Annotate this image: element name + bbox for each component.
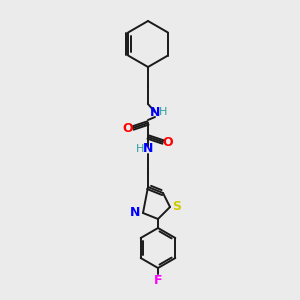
Text: F: F — [154, 274, 162, 287]
Text: N: N — [130, 206, 140, 220]
Text: O: O — [123, 122, 133, 134]
Text: N: N — [150, 106, 160, 118]
Text: H: H — [159, 107, 167, 117]
Text: H: H — [136, 144, 144, 154]
Text: S: S — [172, 200, 182, 214]
Text: N: N — [143, 142, 153, 155]
Text: O: O — [163, 136, 173, 148]
